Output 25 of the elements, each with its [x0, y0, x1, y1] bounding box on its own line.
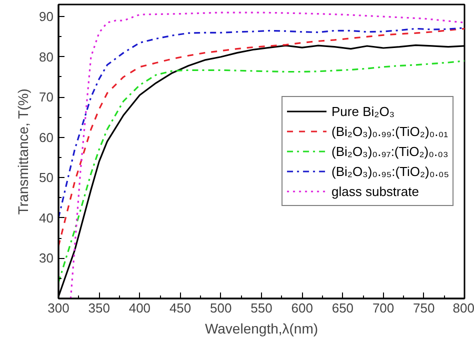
legend-label: (Bi₂O₃)₀.₉₅:(TiO₂)₀.₀₅ [332, 164, 449, 178]
x-tick-label: 500 [210, 300, 232, 316]
y-tick-label: 50 [39, 170, 54, 186]
x-tick-label: 650 [332, 300, 354, 316]
y-tick-label: 90 [39, 9, 54, 24]
x-axis-title: Wavelength,λ(nm) [204, 320, 318, 336]
x-tick-label: 600 [291, 300, 313, 316]
x-tick-label: 800 [452, 300, 474, 316]
y-axis-title: Transmittance, T(%) [15, 88, 32, 215]
legend-label: Pure Bi₂O₃ [332, 104, 395, 118]
x-tick-label: 450 [169, 300, 192, 316]
x-tick-label: 400 [128, 300, 151, 316]
y-tick-label: 80 [39, 49, 54, 64]
legend-label: (Bi₂O₃)₀.₉₉:(TiO₂)₀.₀₁ [332, 124, 448, 138]
x-tick-label: 350 [88, 300, 110, 316]
y-tick-label: 60 [39, 130, 54, 145]
x-tick-label: 700 [372, 300, 394, 316]
x-tick-label: 750 [413, 300, 435, 316]
legend-label: glass substrate [332, 184, 419, 198]
x-tick-label: 550 [250, 300, 272, 316]
y-tick-label: 30 [39, 250, 54, 266]
y-tick-label: 40 [39, 210, 54, 226]
y-tick-label: 70 [39, 90, 54, 105]
legend-label: (Bi₂O₃)₀.₉₇:(TiO₂)₀.₀₃ [332, 144, 448, 158]
x-tick-label: 300 [48, 300, 70, 316]
